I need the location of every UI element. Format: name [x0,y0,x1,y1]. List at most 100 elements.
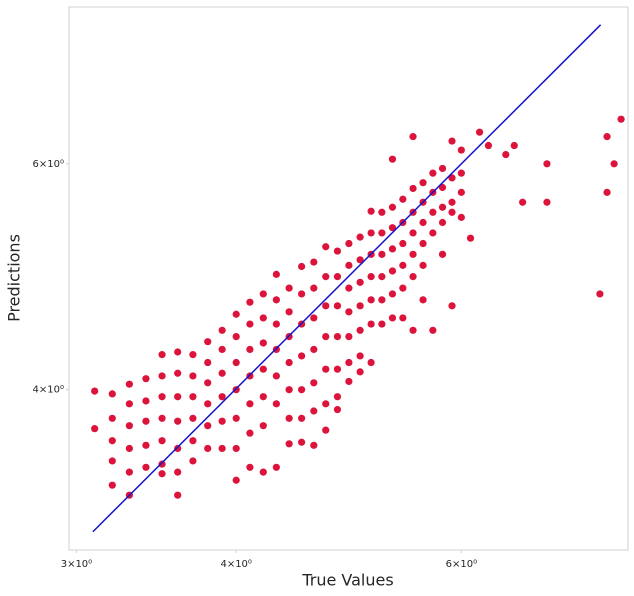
point [158,470,166,478]
point [246,463,254,471]
point [438,203,447,211]
point [310,345,318,354]
point [333,273,342,281]
point [285,308,293,316]
point [310,379,318,387]
point [272,320,280,328]
point [174,348,182,356]
point [502,150,510,159]
point [310,314,318,322]
point [367,320,375,328]
point [218,444,226,453]
point [272,463,280,471]
point [272,296,280,304]
point [409,133,417,141]
point [457,188,465,196]
point [218,326,226,334]
point [356,368,364,376]
point [419,218,427,227]
point [399,284,407,292]
point [367,229,375,237]
point [298,386,306,394]
point [438,183,447,192]
point [419,261,427,269]
point [322,302,330,310]
point [189,437,197,445]
point [388,203,397,211]
point [429,326,437,334]
point [298,352,306,360]
point [356,256,364,264]
point [232,476,240,484]
point [345,284,353,292]
point [246,345,254,354]
point [285,358,293,367]
point [333,333,342,341]
x-axis-title: True Values [301,571,393,590]
point [310,441,318,449]
point [345,377,353,386]
point [378,229,386,237]
point [174,468,182,476]
point [204,422,212,430]
point [429,229,437,237]
point [174,444,182,453]
point [388,290,397,298]
point [218,369,226,377]
point [543,198,551,206]
point [174,417,182,425]
point [438,164,447,173]
point [204,400,212,408]
point [204,379,212,387]
point [356,352,364,360]
plot-area [68,6,629,551]
point [333,365,342,373]
point [367,358,375,367]
point [91,387,99,395]
point [125,468,133,476]
point [246,320,254,328]
point [285,414,293,422]
point [259,290,267,298]
point [399,261,407,269]
point [367,207,375,215]
point [108,481,116,489]
point [596,290,604,298]
point [409,184,417,193]
point [218,345,226,354]
point [232,358,240,367]
point [108,414,116,422]
point [232,310,240,318]
point [409,229,417,237]
point [246,429,254,437]
point [189,372,197,380]
point [603,188,611,196]
point [356,233,364,241]
point [246,298,254,306]
point [356,278,364,286]
point [298,290,306,298]
point [272,270,280,278]
point [142,463,150,471]
point [429,208,437,216]
point [399,239,407,248]
point [259,468,267,476]
point [259,365,267,373]
point [438,218,447,227]
point [438,250,447,258]
point [356,326,364,334]
point [457,213,465,221]
point [399,195,407,203]
point [232,444,240,453]
point [189,351,197,359]
point [378,320,386,328]
y-axis-title: Predictions [5,234,24,322]
point [457,146,465,154]
point [322,273,330,281]
point [603,133,611,141]
point [333,405,342,414]
point [125,400,133,408]
point [367,273,375,281]
